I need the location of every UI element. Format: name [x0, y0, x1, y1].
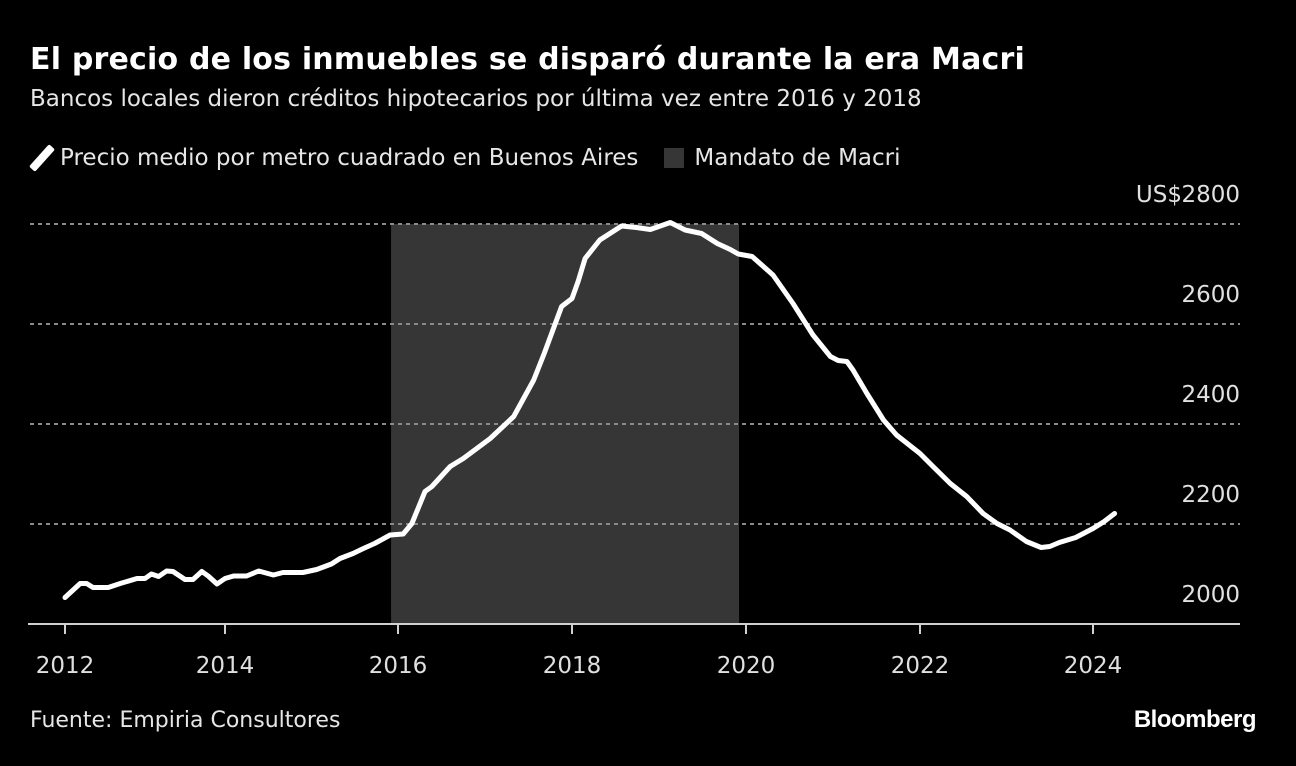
legend-series-label: Precio medio por metro cuadrado en Bueno…: [60, 145, 639, 171]
y-tick-label: 2800: [1181, 182, 1240, 208]
x-tick-label: 2012: [36, 653, 95, 679]
x-tick-label: 2018: [543, 653, 602, 679]
shade-legend-icon: [664, 148, 685, 168]
y-tick-label: 2200: [1181, 482, 1240, 508]
legend: Precio medio por metro cuadrado en Bueno…: [28, 143, 901, 173]
x-tick-label: 2020: [717, 653, 776, 679]
x-tick-label: 2024: [1064, 653, 1123, 679]
x-tick-label: 2014: [196, 653, 255, 679]
source-note: Fuente: Empiria Consultores: [30, 708, 341, 733]
x-tick-label: 2022: [891, 653, 950, 679]
y-tick-label: 2400: [1181, 382, 1240, 408]
bloomberg-logo: Bloomberg: [1133, 706, 1257, 733]
y-unit-label: US$: [1136, 182, 1182, 208]
y-tick-label: 2000: [1181, 582, 1240, 608]
chart-subtitle: Bancos locales dieron créditos hipotecar…: [30, 86, 922, 112]
y-tick-label: 2600: [1181, 282, 1240, 308]
x-tick-label: 2016: [369, 653, 428, 679]
chart-title: El precio de los inmuebles se disparó du…: [30, 42, 1025, 77]
legend-shade-label: Mandato de Macri: [694, 145, 901, 171]
